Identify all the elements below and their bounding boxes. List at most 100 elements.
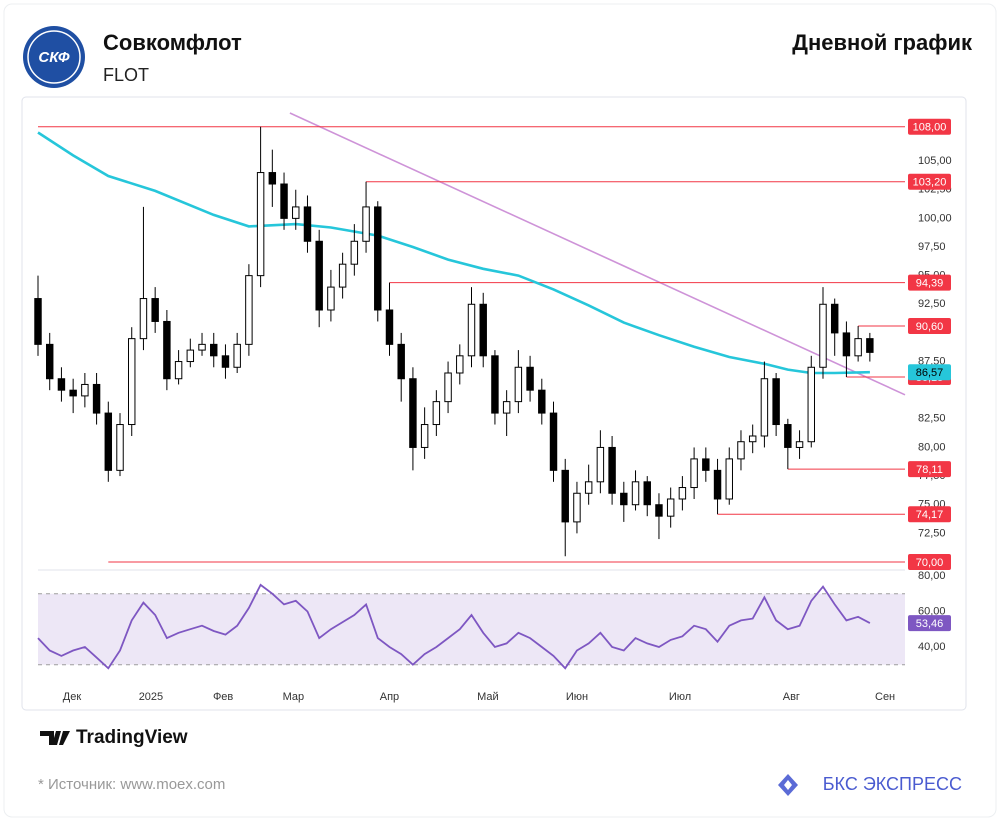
candle-body	[315, 240, 323, 311]
candle-body	[362, 206, 370, 242]
candle-body	[491, 355, 499, 414]
candle-body	[467, 303, 476, 357]
level-label-box	[908, 274, 951, 291]
y-tick-label: 100,00	[918, 212, 952, 224]
candle-body	[596, 446, 605, 483]
candle-body	[69, 389, 77, 397]
candle-body	[420, 424, 429, 448]
candle-body	[737, 441, 745, 460]
y-tick-label: 82,50	[918, 413, 946, 425]
logo-text: СКФ	[38, 49, 69, 66]
candle-body	[432, 401, 441, 426]
level-label-box	[908, 506, 951, 523]
candle-body	[866, 338, 874, 353]
candle-body	[631, 481, 640, 506]
publisher-logo	[778, 774, 798, 796]
level-label: 103,20	[913, 177, 947, 189]
y-tick-label: 92,50	[918, 298, 946, 310]
candle-body	[374, 206, 382, 311]
candle-body	[409, 378, 417, 448]
candle-body	[690, 458, 698, 489]
candle-body	[34, 298, 42, 345]
y-tick-label: 60,00	[918, 605, 946, 617]
price-pane: 105,00102,50100,0097,5095,0092,5087,5082…	[34, 112, 952, 570]
level-label: 108,00	[913, 122, 947, 134]
x-tick-label: Июн	[566, 691, 588, 703]
brand: TradingView	[76, 727, 188, 748]
level-label: 90,60	[916, 321, 944, 333]
candle-body	[151, 298, 159, 322]
y-tick-label: 40,00	[918, 641, 946, 653]
ma-label-box	[908, 364, 951, 381]
level-label: 74,17	[916, 509, 944, 521]
candle-body	[620, 492, 628, 506]
candle-body	[725, 458, 733, 500]
y-tick-label: 105,00	[918, 155, 952, 167]
candle-body	[350, 240, 359, 265]
level-label: 94,39	[916, 278, 944, 290]
candle-body	[608, 446, 616, 494]
candle-body	[327, 286, 335, 311]
source: * Источник: www.moex.com	[38, 776, 225, 793]
x-tick-label: Фев	[213, 691, 233, 703]
candle-body	[303, 206, 312, 242]
ma-label: 86,57	[916, 367, 944, 379]
moving-average	[37, 131, 870, 375]
chart-kind: Дневной график	[792, 30, 973, 55]
y-tick-label: 97,50	[918, 241, 946, 253]
candle-body	[561, 469, 569, 523]
candle-body	[280, 183, 288, 219]
candle-body	[456, 355, 464, 374]
candle-body	[538, 389, 546, 414]
candle-body	[256, 172, 265, 277]
x-tick-label: 2025	[139, 691, 163, 703]
level-label: 78,11	[916, 464, 943, 476]
publisher: БКС ЭКСПРЕСС	[823, 774, 962, 794]
y-tick-label: 80,00	[918, 441, 946, 453]
candle-body	[92, 383, 101, 414]
candle-body	[268, 172, 277, 185]
candle-body	[702, 458, 710, 471]
logo-ring	[27, 30, 81, 84]
x-tick-label: Июл	[669, 691, 691, 703]
rsi-label: 53,46	[916, 618, 944, 630]
candle-body	[292, 206, 300, 219]
candle-body	[549, 412, 558, 471]
candle-body	[772, 378, 780, 426]
candle-body	[584, 481, 593, 494]
candle-body	[830, 303, 839, 334]
level-label-box	[908, 118, 951, 135]
x-tick-label: Сен	[875, 691, 895, 703]
candle-body	[444, 372, 452, 403]
candle-body	[784, 424, 792, 448]
rsi-band	[38, 593, 905, 665]
candle-body	[760, 378, 769, 437]
x-tick-label: Мар	[283, 691, 305, 703]
level-label-box	[908, 318, 951, 335]
x-tick-label: Апр	[380, 691, 399, 703]
candle-body	[854, 338, 862, 357]
level-label-box	[908, 173, 951, 190]
candle-body	[81, 383, 89, 397]
candle-body	[163, 320, 171, 380]
level-label-box	[908, 461, 951, 478]
candle-body	[819, 303, 827, 368]
x-tick-label: Авг	[783, 691, 800, 703]
y-tick-label: 72,50	[918, 527, 946, 539]
candle-body	[748, 435, 757, 443]
candle-body	[795, 441, 804, 448]
candle-body	[233, 343, 241, 368]
level-label-box	[908, 553, 951, 570]
candle-body	[128, 338, 136, 426]
candle-body	[139, 298, 148, 340]
candle-body	[174, 361, 183, 380]
candle-body	[198, 343, 206, 351]
rsi-label-box	[908, 615, 951, 632]
candle-body	[221, 355, 230, 368]
candle-body	[643, 481, 651, 506]
candle-body	[385, 309, 394, 345]
candle-body	[526, 366, 534, 391]
candle-body	[397, 343, 405, 380]
title: Совкомфлот	[103, 30, 242, 55]
